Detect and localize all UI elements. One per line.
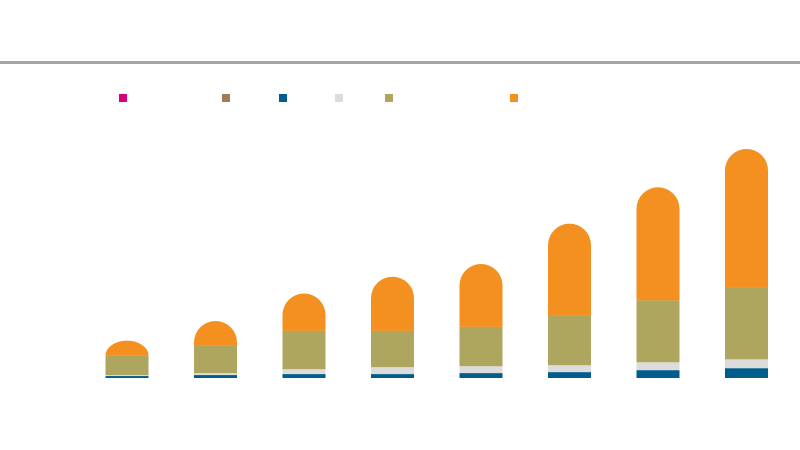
- bar-segment-1-series-3: [105, 376, 149, 378]
- legend-swatch-series-1: [119, 94, 127, 102]
- bar-segment-1-series-6: [105, 340, 149, 356]
- bar-segment-5-series-4: [459, 366, 503, 374]
- bar-segment-2-series-5: [194, 345, 237, 374]
- bar-segment-7-series-4: [636, 362, 680, 371]
- header-rule: [0, 61, 800, 64]
- legend-swatch-series-4: [335, 94, 343, 102]
- legend: [0, 94, 800, 106]
- bar-segment-8-series-3: [725, 368, 768, 378]
- bar-segment-3-series-5: [282, 330, 326, 370]
- bar-segment-4-series-6: [371, 276, 414, 331]
- bar-segment-1-series-5: [105, 355, 149, 376]
- bar-segment-2-series-3: [194, 375, 237, 378]
- bar-segment-4-series-4: [371, 367, 414, 375]
- bar-segment-3-series-6: [282, 293, 326, 331]
- bar-segment-4-series-3: [371, 374, 414, 378]
- legend-swatch-series-6: [510, 94, 518, 102]
- bar-segment-7-series-5: [636, 300, 680, 363]
- bar-segment-5-series-5: [459, 326, 503, 367]
- bar-segment-4-series-5: [371, 330, 414, 368]
- bar-segment-6-series-3: [548, 372, 591, 378]
- bar-segment-7-series-3: [636, 370, 680, 378]
- bar-segment-8-series-5: [725, 287, 768, 360]
- bar-segment-5-series-3: [459, 373, 503, 378]
- bar-segment-8-series-4: [725, 359, 768, 369]
- bar-segment-5-series-6: [459, 263, 503, 327]
- bar-segment-8-series-6: [725, 148, 769, 288]
- legend-swatch-series-3: [279, 94, 287, 102]
- bar-segment-7-series-6: [636, 187, 680, 301]
- bar-segment-3-series-3: [282, 374, 326, 378]
- bar-segment-1-series-4: [105, 375, 149, 377]
- bar-segment-2-series-4: [194, 373, 237, 376]
- legend-swatch-series-5: [385, 94, 393, 102]
- legend-swatch-series-2: [222, 94, 230, 102]
- bar-segment-3-series-4: [282, 369, 326, 375]
- bar-segment-6-series-6: [548, 223, 591, 316]
- bar-segment-6-series-4: [548, 365, 591, 373]
- bar-segment-2-series-6: [194, 320, 237, 346]
- bar-segment-6-series-5: [548, 315, 591, 366]
